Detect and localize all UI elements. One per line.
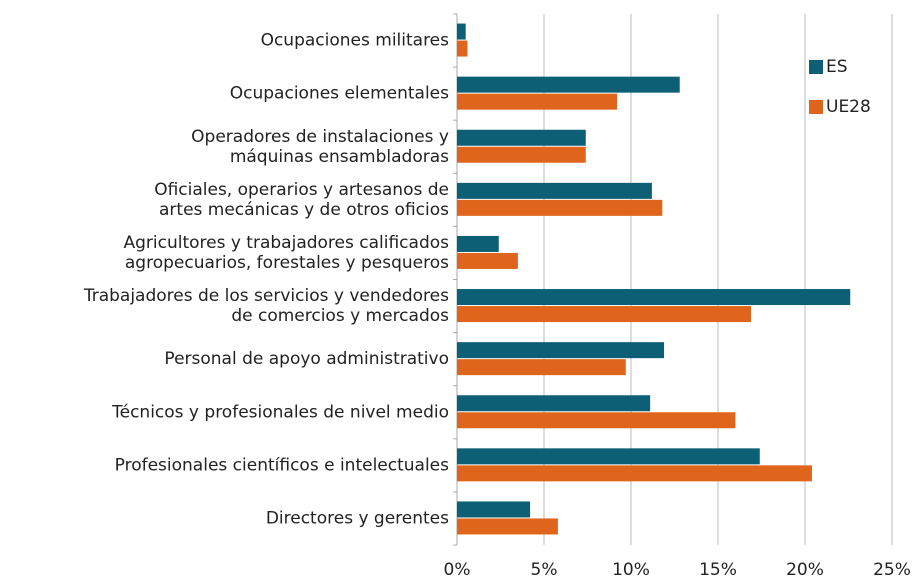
bar xyxy=(457,395,651,412)
bar xyxy=(457,412,736,429)
bar xyxy=(457,306,752,323)
x-tick-label: 20% xyxy=(786,560,824,580)
y-tick-label: de comercios y mercados xyxy=(231,306,449,326)
y-tick-label: Operadores de instalaciones y xyxy=(191,127,449,147)
bar xyxy=(457,289,851,306)
bar xyxy=(457,129,586,146)
y-tick-label: artes mecánicas y de otros oficios xyxy=(159,200,449,220)
bar xyxy=(457,448,760,465)
y-tick-label: Agricultores y trabajadores calificados xyxy=(123,233,449,253)
y-tick-label: Oficiales, operarios y artesanos de xyxy=(154,180,449,200)
bar xyxy=(457,182,652,199)
bar xyxy=(457,93,618,110)
y-tick-label: agropecuarios, forestales y pesqueros xyxy=(125,253,449,273)
bar xyxy=(457,518,558,535)
legend-label: ES xyxy=(826,57,848,77)
bar xyxy=(457,252,518,269)
legend-swatch xyxy=(809,100,823,114)
legend-swatch xyxy=(809,60,823,74)
x-tick-label: 10% xyxy=(612,560,650,580)
x-tick-label: 15% xyxy=(699,560,737,580)
y-tick-label: Ocupaciones militares xyxy=(261,31,450,51)
y-tick-label: Profesionales científicos e intelectuale… xyxy=(115,455,449,475)
y-tick-label: Directores y gerentes xyxy=(266,508,449,528)
legend-label: UE28 xyxy=(826,97,871,117)
y-tick-label: Técnicos y profesionales de nivel medio xyxy=(111,402,449,422)
x-tick-label: 5% xyxy=(531,560,558,580)
x-tick-label: 0% xyxy=(444,560,471,580)
y-tick-label: Ocupaciones elementales xyxy=(230,84,449,104)
bar xyxy=(457,76,680,93)
y-tick-label: Personal de apoyo administrativo xyxy=(164,349,449,369)
bar xyxy=(457,465,812,482)
y-tick-label: máquinas ensambladoras xyxy=(230,147,449,167)
bar xyxy=(457,342,665,359)
bar xyxy=(457,199,663,216)
bar xyxy=(457,146,586,163)
bar xyxy=(457,501,531,518)
x-tick-label: 25% xyxy=(873,560,911,580)
bar xyxy=(457,23,466,40)
bar xyxy=(457,359,626,376)
bar xyxy=(457,40,468,57)
y-tick-label: Trabajadores de los servicios y vendedor… xyxy=(83,286,449,306)
bar xyxy=(457,235,499,252)
